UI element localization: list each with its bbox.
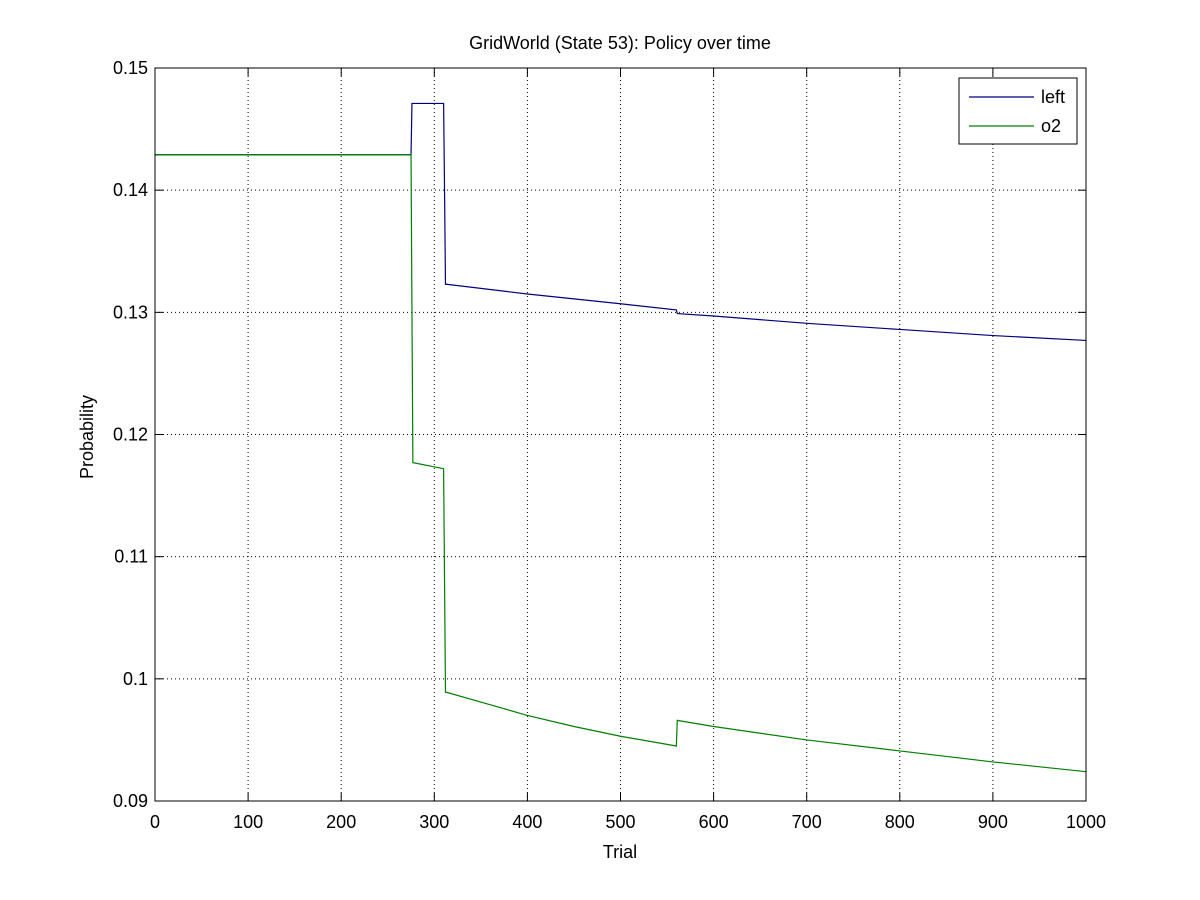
x-tick-label: 600 — [699, 812, 729, 832]
x-tick-label: 0 — [150, 812, 160, 832]
x-tick-label: 1000 — [1066, 812, 1106, 832]
x-tick-label: 800 — [885, 812, 915, 832]
x-tick-label: 700 — [792, 812, 822, 832]
chart-title: GridWorld (State 53): Policy over time — [469, 33, 771, 53]
x-tick-label: 500 — [605, 812, 635, 832]
y-tick-label: 0.15 — [113, 58, 148, 78]
series-line-left — [155, 102, 1087, 342]
x-tick-label: 300 — [419, 812, 449, 832]
y-tick-label: 0.1 — [123, 669, 148, 689]
series-line-o2 — [155, 154, 1087, 773]
legend-label-o2: o2 — [1041, 116, 1061, 136]
legend-label-left: left — [1041, 87, 1065, 107]
legend: left o2 — [958, 77, 1078, 145]
x-tick-label: 100 — [233, 812, 263, 832]
x-axis-label: Trial — [603, 842, 637, 862]
y-tick-label: 0.13 — [113, 302, 148, 322]
legend-box — [958, 77, 1078, 145]
y-tick-label: 0.09 — [113, 791, 148, 811]
x-tick-label: 400 — [512, 812, 542, 832]
y-tick-label: 0.12 — [113, 425, 148, 445]
tick-layer: 0 100 200 300 400 500 600 700 800 900 1000 0.09 0.1 0… — [113, 58, 1106, 832]
y-axis-label: Probability — [77, 395, 97, 479]
x-tick-label: 200 — [326, 812, 356, 832]
y-tick-label: 0.14 — [113, 180, 148, 200]
y-tick-label: 0.11 — [114, 547, 148, 567]
x-tick-label: 900 — [978, 812, 1008, 832]
series-layer — [155, 102, 1087, 773]
